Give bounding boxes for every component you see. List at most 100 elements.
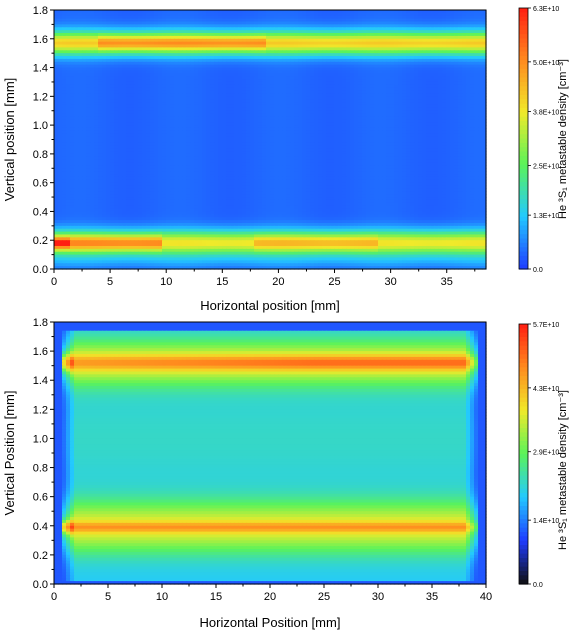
heatmap-cell xyxy=(338,24,343,28)
heatmap-cell xyxy=(166,119,171,123)
heatmap-cell xyxy=(438,15,443,20)
heatmap-cell xyxy=(446,110,451,115)
heatmap-cell xyxy=(382,47,387,51)
heatmap-cell xyxy=(114,130,119,135)
heatmap-cell xyxy=(314,47,319,51)
heatmap-cell xyxy=(322,50,327,54)
heatmap-cell xyxy=(206,119,211,123)
heatmap-cell xyxy=(350,33,355,37)
heatmap-cell xyxy=(270,33,275,37)
heatmap-cell xyxy=(482,81,487,86)
heatmap-cell xyxy=(426,61,431,66)
heatmap-cell xyxy=(138,21,143,25)
heatmap-cell xyxy=(86,35,91,40)
heatmap-cell xyxy=(302,10,307,14)
heatmap-cell xyxy=(450,110,455,115)
heatmap-cell xyxy=(470,12,475,17)
heatmap-cell xyxy=(302,93,307,97)
heatmap-cell xyxy=(186,87,191,92)
heatmap-cell xyxy=(70,38,75,43)
heatmap-cell xyxy=(386,47,391,51)
heatmap-cell xyxy=(382,79,387,83)
heatmap-cell xyxy=(226,56,231,60)
heatmap-cell xyxy=(426,93,431,97)
heatmap-cell xyxy=(286,79,291,83)
heatmap-cell xyxy=(470,104,475,109)
heatmap-cell xyxy=(302,81,307,86)
heatmap-cell xyxy=(266,21,271,25)
heatmap-cell xyxy=(450,12,455,17)
heatmap-cell xyxy=(258,104,263,109)
heatmap-cell xyxy=(378,84,383,89)
heatmap-cell xyxy=(462,125,467,129)
heatmap-cell xyxy=(98,133,103,138)
heatmap-cell xyxy=(130,24,135,28)
heatmap-cell xyxy=(298,56,303,60)
heatmap-cell xyxy=(374,35,379,40)
heatmap-cell xyxy=(454,93,459,97)
heatmap-cell xyxy=(410,96,415,100)
heatmap-cell xyxy=(114,33,119,37)
heatmap-cell xyxy=(194,107,199,112)
heatmap-cell xyxy=(154,125,159,129)
heatmap-cell xyxy=(422,113,427,118)
heatmap-cell xyxy=(478,90,483,95)
heatmap-cell xyxy=(398,61,403,66)
heatmap-cell xyxy=(346,127,351,132)
heatmap-cell xyxy=(438,99,443,103)
heatmap-cell xyxy=(358,44,363,49)
heatmap-cell xyxy=(278,33,283,37)
heatmap-cell xyxy=(274,64,279,69)
heatmap-cell xyxy=(270,41,275,46)
heatmap-cell xyxy=(410,21,415,25)
heatmap-cell xyxy=(278,93,283,97)
heatmap-cell xyxy=(318,130,323,135)
heatmap-cell xyxy=(194,73,199,77)
heatmap-cell xyxy=(214,41,219,46)
heatmap-cell xyxy=(442,44,447,49)
heatmap-cell xyxy=(354,50,359,54)
heatmap-cell xyxy=(434,130,439,135)
heatmap-cell xyxy=(398,44,403,49)
heatmap-cell xyxy=(374,81,379,86)
heatmap-cell xyxy=(170,122,175,126)
heatmap-cell xyxy=(382,44,387,49)
heatmap-cell xyxy=(434,61,439,66)
heatmap-cell xyxy=(342,125,347,129)
heatmap-cell xyxy=(126,102,131,106)
heatmap-cell xyxy=(318,73,323,77)
heatmap-cell xyxy=(326,110,331,115)
heatmap-cell xyxy=(118,38,123,43)
heatmap-cell xyxy=(170,24,175,28)
heatmap-cell xyxy=(122,56,127,60)
heatmap-cell xyxy=(214,53,219,57)
heatmap-cell xyxy=(394,10,399,14)
heatmap-cell xyxy=(326,90,331,95)
heatmap-cell xyxy=(302,99,307,103)
heatmap-cell xyxy=(338,35,343,40)
heatmap-cell xyxy=(158,33,163,37)
heatmap-cell xyxy=(470,84,475,89)
heatmap-cell xyxy=(434,41,439,46)
heatmap-cell xyxy=(182,44,187,49)
heatmap-cell xyxy=(270,113,275,118)
heatmap-cell xyxy=(346,47,351,51)
heatmap-cell xyxy=(122,67,127,72)
heatmap-cell xyxy=(158,96,163,100)
heatmap-cell xyxy=(362,96,367,100)
heatmap-cell xyxy=(178,64,183,69)
heatmap-cell xyxy=(314,61,319,66)
heatmap-cell xyxy=(106,122,111,126)
heatmap-cell xyxy=(358,27,363,31)
heatmap-cell xyxy=(354,67,359,72)
heatmap-cell xyxy=(186,44,191,49)
heatmap-cell xyxy=(362,73,367,77)
heatmap-cell xyxy=(110,30,115,34)
heatmap-cell xyxy=(222,10,227,14)
heatmap-cell xyxy=(450,38,455,43)
heatmap-cell xyxy=(406,119,411,123)
heatmap-cell xyxy=(370,12,375,17)
heatmap-cell xyxy=(474,87,479,92)
heatmap-cell xyxy=(146,30,151,34)
heatmap-cell xyxy=(130,130,135,135)
